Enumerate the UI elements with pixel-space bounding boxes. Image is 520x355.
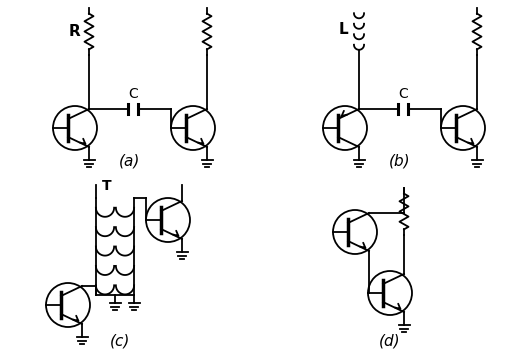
Text: (c): (c) bbox=[110, 333, 130, 348]
Text: (b): (b) bbox=[389, 153, 411, 168]
Text: R: R bbox=[69, 24, 81, 39]
Text: T: T bbox=[102, 179, 112, 193]
Text: C: C bbox=[398, 87, 408, 101]
Text: L: L bbox=[338, 22, 348, 37]
Text: C: C bbox=[128, 87, 138, 101]
Text: (d): (d) bbox=[379, 333, 401, 348]
Text: (a): (a) bbox=[119, 153, 141, 168]
